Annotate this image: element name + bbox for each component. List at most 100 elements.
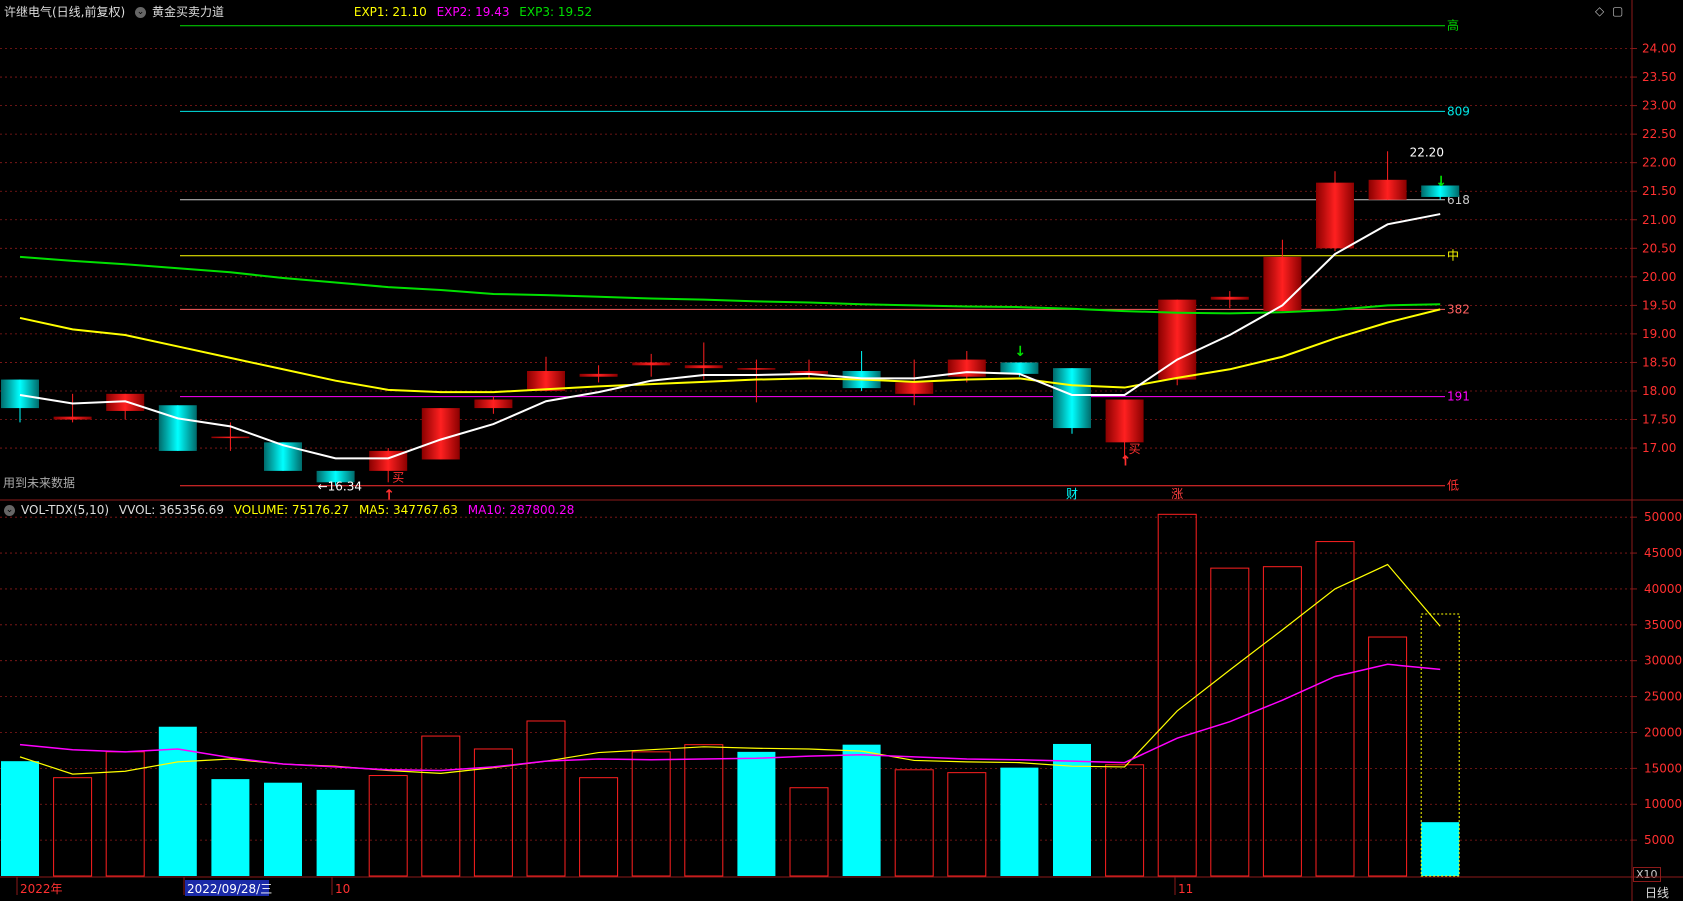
vol-ma5-line <box>19 563 1441 775</box>
price-tick-label: 20.00 <box>1642 270 1676 284</box>
exp2-value: EXP2: 19.43 <box>436 5 510 19</box>
candle-body <box>579 373 618 377</box>
exp1-value: EXP1: 21.10 <box>353 5 427 19</box>
price-tick-label: 24.00 <box>1642 42 1676 56</box>
x-tick-label: 2022/09/28/三 <box>187 882 272 896</box>
exp3-value: EXP3: 19.52 <box>519 5 593 19</box>
price-tick-label: 19.50 <box>1642 298 1676 312</box>
price-tick-label: 19.00 <box>1642 327 1676 341</box>
candle-body <box>790 371 828 374</box>
volume-bar <box>473 748 513 877</box>
volume-tick-label: 40000 <box>1644 582 1682 596</box>
candle-body <box>53 416 92 420</box>
ma10-value: MA10: 287800.28 <box>467 503 575 517</box>
price-tick-label: 23.50 <box>1642 70 1676 84</box>
volume-bar <box>1053 743 1091 876</box>
volume-tick-label: 35000 <box>1644 618 1682 632</box>
sell-arrow-icon: ↓ <box>1435 174 1447 190</box>
candle-body <box>527 371 565 391</box>
candle-body <box>632 362 671 366</box>
level-label: 低 <box>1447 479 1459 493</box>
volume-bar <box>316 789 355 876</box>
vol-ma10-line <box>19 663 1441 772</box>
volume-menu-icon[interactable]: ⌄ <box>4 505 15 516</box>
buy-annotation: 买 <box>392 471 404 485</box>
volume-tick-label: 30000 <box>1644 654 1682 668</box>
volume-tick-label: 50000 <box>1644 510 1682 524</box>
buy-arrow-icon: ↑ <box>383 488 395 504</box>
volume-bar <box>211 779 250 876</box>
price-tick-label: 17.50 <box>1642 413 1676 427</box>
candle-body <box>158 405 197 451</box>
volume-tick-label: 25000 <box>1644 690 1682 704</box>
candle-body <box>1368 179 1407 200</box>
volume-bar <box>631 751 671 877</box>
level-label: 高 <box>1447 18 1459 33</box>
sell-arrow-icon: ↓ <box>1014 344 1026 360</box>
volume-bar <box>1315 541 1355 877</box>
indicator-name[interactable]: 黄金买卖力道 <box>152 5 225 19</box>
event-marker: 财 <box>1066 487 1078 501</box>
volume-tick-label: 15000 <box>1644 761 1682 775</box>
candle-body <box>684 365 723 369</box>
price-tick-label: 20.50 <box>1642 241 1676 255</box>
future-data-note: 用到未来数据 <box>3 476 76 490</box>
buy-arrow-icon: ↑ <box>1120 453 1132 469</box>
volume-bar <box>53 777 93 877</box>
volume-bar <box>1210 567 1250 877</box>
level-label: 809 <box>1447 104 1470 118</box>
low-annotation: ←16.34 <box>318 480 362 494</box>
volume-bar <box>947 772 987 877</box>
candle-body <box>1421 185 1460 197</box>
stock-title[interactable]: 许继电气(日线,前复权) <box>4 5 126 19</box>
volume-bar <box>1105 764 1145 877</box>
candle-body <box>737 368 776 370</box>
price-tick-label: 21.50 <box>1642 184 1676 198</box>
price-tick-label: 23.00 <box>1642 99 1676 113</box>
volume-bar <box>894 769 934 877</box>
level-label: 191 <box>1447 390 1470 404</box>
volume-tick-label: 10000 <box>1644 797 1682 811</box>
volume-bar <box>1157 513 1197 877</box>
zoom-x10[interactable]: X10 <box>1633 867 1661 882</box>
volume-tick-label: 5000 <box>1644 833 1675 847</box>
volume-tick-label: 45000 <box>1644 546 1682 560</box>
volume-bar <box>1 761 39 876</box>
candle-body <box>421 408 460 460</box>
volume-bar <box>105 751 145 877</box>
window-toggle-icon[interactable]: ▢ <box>1612 4 1624 18</box>
volume-bar <box>1262 566 1302 877</box>
candle-body <box>1105 399 1144 443</box>
high-annotation: 22.20 <box>1410 145 1444 159</box>
candle-body <box>1000 362 1039 374</box>
price-tick-label: 18.00 <box>1642 384 1676 398</box>
volume-bar <box>264 782 302 876</box>
price-tick-label: 22.50 <box>1642 127 1676 141</box>
vol-title[interactable]: VOL-TDX(5,10) <box>21 503 110 517</box>
price-header: 许继电气(日线,前复权) ⌄ 黄金买卖力道 EXP1: 21.10 EXP2: 1… <box>4 3 598 20</box>
candle-body <box>264 442 302 471</box>
candlestick-area: 809618中382191低高22.20←16.34买买↑↑↓↓财涨 <box>1 18 1470 504</box>
ma-white-line <box>19 213 1441 460</box>
candle-body <box>1210 296 1249 300</box>
candle-body <box>474 399 513 409</box>
level-label: 382 <box>1447 302 1470 316</box>
indicator-menu-icon[interactable]: ⌄ <box>135 7 147 18</box>
candle-body <box>895 382 934 394</box>
diamond-icon[interactable]: ◇ <box>1595 4 1605 18</box>
ma5-value: MA5: 347767.63 <box>358 503 458 517</box>
price-tick-label: 17.00 <box>1642 441 1676 455</box>
volume-header: ⌄ VOL-TDX(5,10) VVOL: 365356.69 VOLUME: 7… <box>4 503 580 517</box>
candle-body <box>316 470 355 483</box>
candle-body <box>1263 256 1302 312</box>
candle-body <box>106 393 145 411</box>
period-label[interactable]: 日线 <box>1645 886 1670 900</box>
price-tick-label: 18.50 <box>1642 355 1676 369</box>
volume-value: VOLUME: 75176.27 <box>233 503 350 517</box>
volume-bar <box>526 720 566 877</box>
x-tick-label: 11 <box>1178 882 1193 896</box>
volume-bar <box>1368 636 1408 877</box>
volume-bar <box>421 735 461 877</box>
event-marker: 涨 <box>1171 486 1183 501</box>
